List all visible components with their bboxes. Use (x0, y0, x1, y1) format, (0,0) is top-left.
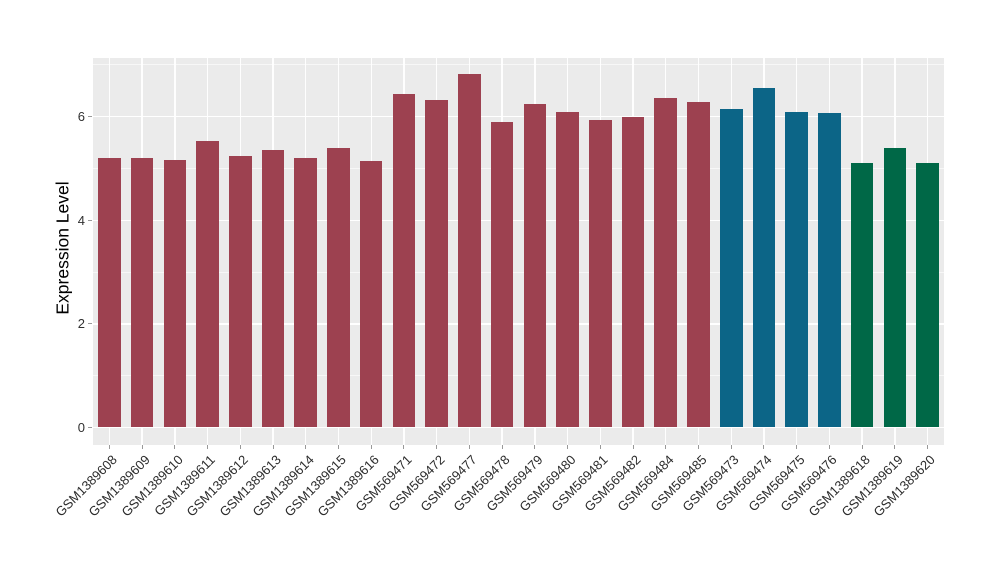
bar (228, 155, 252, 428)
x-tick-mark (305, 445, 307, 449)
x-tick-mark (468, 445, 470, 449)
x-tick-mark (599, 445, 601, 449)
bar (654, 98, 678, 428)
bar (98, 157, 121, 428)
bar (621, 116, 645, 428)
y-axis-title: Expression Level (52, 181, 73, 315)
bar (163, 160, 187, 428)
bar (687, 102, 710, 428)
y-tick-label: 4 (77, 212, 85, 228)
x-tick-mark (665, 445, 667, 449)
x-tick-mark (730, 445, 732, 449)
x-tick-mark (436, 445, 438, 449)
x-tick-mark (894, 445, 896, 449)
x-tick-mark (207, 445, 209, 449)
x-tick-mark (763, 445, 765, 449)
y-tick-mark (88, 116, 92, 118)
x-tick-mark (141, 445, 143, 449)
x-tick-mark (370, 445, 372, 449)
bar (850, 162, 874, 428)
x-tick-mark (828, 445, 830, 449)
bar (556, 111, 579, 428)
major-gridline (93, 426, 944, 429)
x-tick-mark (501, 445, 503, 449)
plot-panel (93, 58, 944, 445)
x-tick-mark (272, 445, 274, 449)
x-tick-mark (174, 445, 176, 449)
bar (523, 104, 547, 428)
minor-gridline (93, 375, 944, 377)
x-tick-mark (239, 445, 241, 449)
x-tick-mark (403, 445, 405, 449)
major-gridline (93, 323, 944, 325)
bar (818, 113, 841, 428)
bar (785, 111, 808, 428)
y-tick-label: 6 (77, 109, 85, 125)
bar (458, 73, 481, 428)
x-tick-mark (796, 445, 798, 449)
bar (425, 99, 448, 428)
bar (719, 108, 743, 428)
bar (261, 149, 285, 428)
y-tick-label: 0 (77, 419, 85, 435)
bar (883, 148, 907, 428)
bar (916, 163, 939, 428)
x-tick-mark (861, 445, 863, 449)
x-tick-mark (108, 445, 110, 449)
x-tick-mark (567, 445, 569, 449)
bar (327, 147, 350, 428)
major-gridline (93, 115, 944, 118)
x-tick-mark (698, 445, 700, 449)
major-gridline (93, 219, 944, 221)
x-tick-mark (337, 445, 339, 449)
bar (392, 94, 416, 428)
bar (359, 160, 383, 428)
x-tick-mark (534, 445, 536, 449)
x-tick-mark (632, 445, 634, 449)
minor-gridline (93, 167, 944, 169)
bar (196, 141, 219, 428)
bar (589, 119, 612, 428)
x-tick-mark (927, 445, 929, 449)
y-tick-mark (88, 426, 92, 428)
y-tick-mark (88, 323, 92, 325)
bar (490, 122, 514, 428)
bar (294, 157, 318, 428)
minor-gridline (93, 271, 944, 273)
bar (130, 157, 154, 428)
minor-gridline (93, 64, 944, 66)
y-tick-label: 2 (77, 316, 85, 332)
y-tick-mark (88, 219, 92, 221)
bar (752, 88, 776, 428)
